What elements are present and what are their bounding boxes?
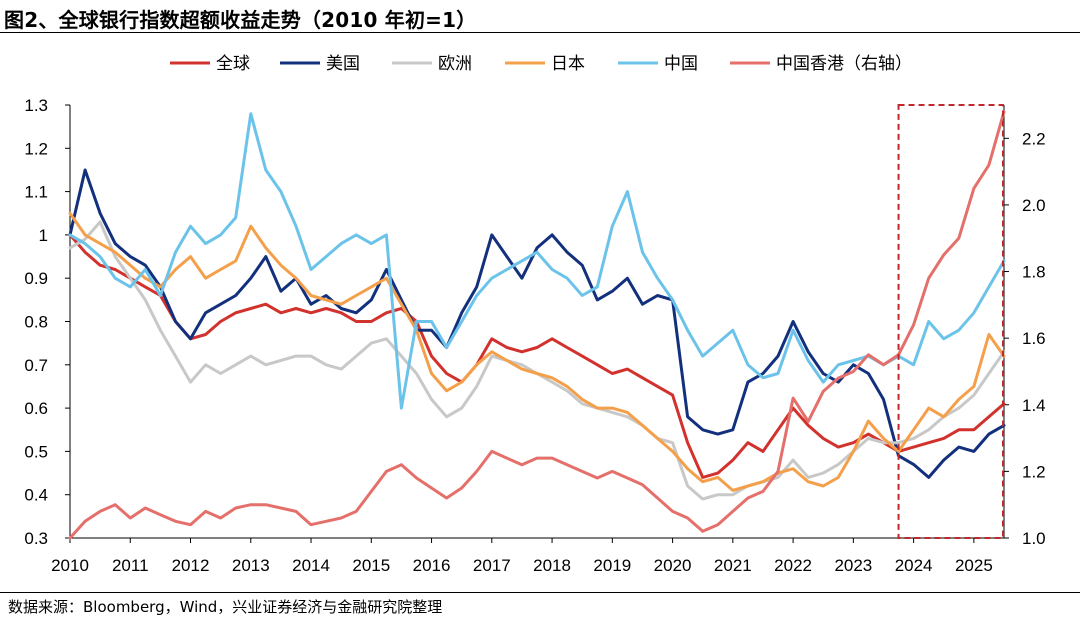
x-tick-label: 2011: [112, 556, 149, 575]
legend-label: 日本: [551, 54, 585, 74]
legend-item-4: 中国: [618, 54, 698, 74]
series-line-3: [68, 211, 1006, 492]
x-tick-label: 2019: [593, 556, 631, 575]
x-tick-label: 2018: [533, 556, 571, 575]
y-left-tick-label: 0.7: [24, 356, 48, 375]
y-right-tick-label: 1.8: [1022, 263, 1046, 282]
x-tick-label: 2022: [774, 556, 812, 575]
series-line-1: [68, 168, 1006, 479]
legend: 全球 美国 欧洲 日本 中国 中国香港（右轴）: [170, 54, 912, 74]
legend-label: 欧洲: [438, 54, 472, 74]
chart: 全球 美国 欧洲 日本 中国 中国香港（右轴） 1.3 1.2 1.1 1 0.9 0.8 0.7 0.…: [24, 54, 1045, 575]
legend-item-1: 美国: [280, 54, 360, 74]
figure-title: 图2、全球银行指数超额收益走势（2010 年初=1）: [4, 8, 477, 32]
x-tick-label: 2013: [232, 556, 270, 575]
x-tick-label: 2021: [714, 556, 752, 575]
axes: 1.3 1.2 1.1 1 0.9 0.8 0.7 0.6 0.5 0.4 0.3 2.2 2.0 1.8…: [24, 96, 1045, 575]
x-tick-label: 2014: [292, 556, 330, 575]
highlight-box: [897, 104, 1005, 539]
legend-label: 中国香港（右轴）: [776, 54, 912, 74]
legend-label: 美国: [326, 54, 360, 74]
legend-item-0: 全球: [170, 54, 250, 74]
y-right-tick-label: 1.2: [1022, 462, 1046, 481]
x-tick-label: 2024: [895, 556, 933, 575]
x-tick-label: 2020: [654, 556, 692, 575]
y-left-tick-label: 0.4: [24, 486, 48, 505]
y-right-tick-label: 1.6: [1022, 329, 1046, 348]
legend-label: 全球: [216, 54, 250, 74]
x-tick-label: 2025: [955, 556, 993, 575]
x-tick-label: 2015: [352, 556, 390, 575]
legend-item-2: 欧洲: [392, 54, 472, 74]
y-left-tick-label: 0.8: [24, 313, 48, 332]
y-left-tick-label: 1.1: [24, 183, 48, 202]
y-right-tick-label: 2.2: [1022, 129, 1046, 148]
y-right-tick-label: 2.0: [1022, 196, 1046, 215]
title-rule: [0, 32, 1080, 33]
legend-label: 中国: [664, 54, 698, 74]
y-left-tick-label: 0.3: [24, 529, 48, 548]
y-left-tick-label: 0.6: [24, 399, 48, 418]
legend-item-5: 中国香港（右轴）: [730, 54, 912, 74]
highlight-rect: [897, 104, 1005, 539]
series-line-0: [68, 233, 1006, 479]
y-left-tick-label: 0.5: [24, 442, 48, 461]
x-tick-label: 2023: [834, 556, 872, 575]
x-tick-label: 2016: [413, 556, 451, 575]
y-right-tick-label: 1.0: [1022, 529, 1046, 548]
y-left-tick-label: 0.9: [24, 269, 48, 288]
series-line-4: [68, 112, 1006, 410]
bottom-rule: [0, 592, 1080, 593]
x-tick-label: 2010: [51, 556, 89, 575]
plot-area: [68, 110, 1006, 540]
legend-item-3: 日本: [505, 54, 585, 74]
y-right-tick-label: 1.4: [1022, 396, 1046, 415]
x-tick-label: 2017: [473, 556, 511, 575]
series-line-5: [68, 110, 1006, 540]
source-note: 数据来源：Bloomberg，Wind，兴业证券经济与金融研究院整理: [8, 598, 443, 616]
y-left-tick-label: 1.3: [24, 96, 48, 115]
x-tick-label: 2012: [172, 556, 210, 575]
y-left-tick-label: 1: [39, 226, 48, 245]
y-left-tick-label: 1.2: [24, 139, 48, 158]
